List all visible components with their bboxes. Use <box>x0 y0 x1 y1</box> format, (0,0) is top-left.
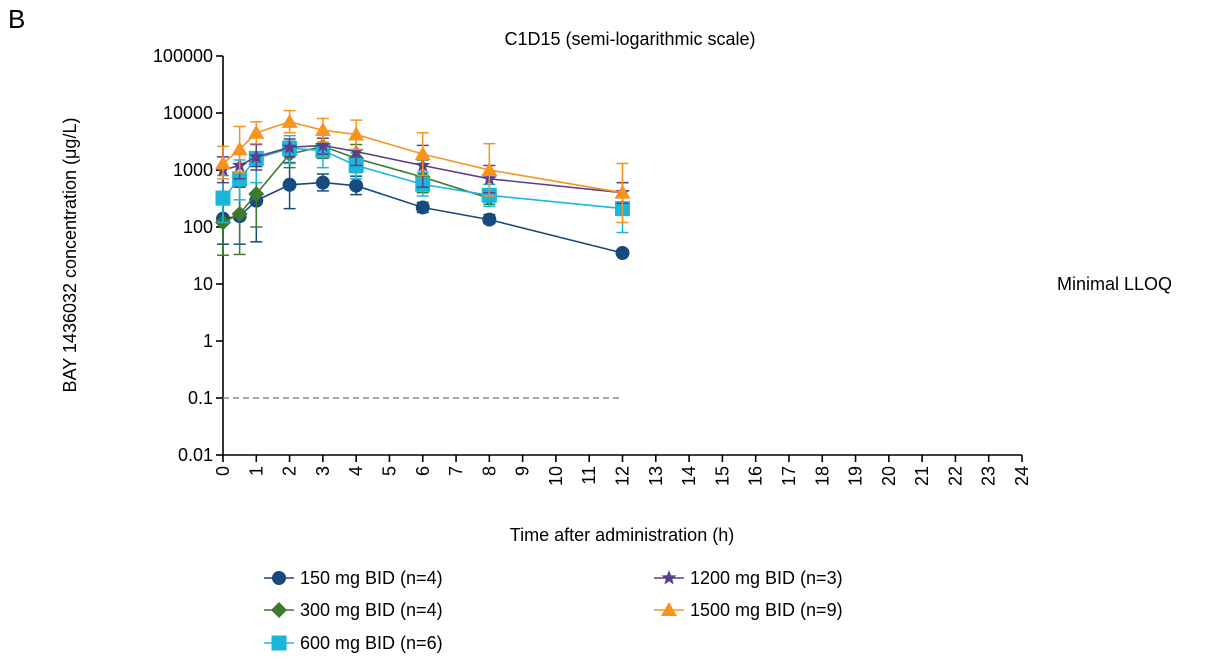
data-point <box>614 184 631 199</box>
x-tick-label: 14 <box>679 466 699 486</box>
x-tick-label: 15 <box>712 466 732 486</box>
legend-label: 300 mg BID (n=4) <box>300 600 443 620</box>
y-tick-label: 100000 <box>153 46 213 66</box>
data-point <box>231 141 248 156</box>
x-tick-label: 24 <box>1012 466 1032 486</box>
circle-marker-icon <box>264 571 294 585</box>
series-4 <box>215 109 631 224</box>
x-tick-label: 21 <box>912 466 932 486</box>
legend-label: 1500 mg BID (n=9) <box>690 600 843 620</box>
data-point <box>414 146 431 161</box>
legend-marker <box>271 602 287 618</box>
data-point <box>231 205 248 222</box>
x-tick-label: 18 <box>812 466 832 486</box>
x-tick-label: 17 <box>779 466 799 486</box>
x-axis-label: Time after administration (h) <box>510 525 734 545</box>
x-tick-label: 6 <box>413 466 433 476</box>
panel-letter: B <box>8 4 26 34</box>
x-tick-label: 19 <box>846 466 866 486</box>
data-point <box>315 175 330 190</box>
data-point <box>481 162 498 176</box>
legend-label: 150 mg BID (n=4) <box>300 568 443 588</box>
x-tick-label: 3 <box>313 466 333 476</box>
data-point <box>281 113 298 128</box>
star-marker-icon <box>654 570 684 585</box>
data-point <box>215 190 231 206</box>
y-tick-label: 100 <box>183 217 213 237</box>
square-marker-icon <box>264 635 294 651</box>
x-tick-label: 4 <box>346 466 366 476</box>
x-tick-label: 20 <box>879 466 899 486</box>
x-tick-label: 8 <box>479 466 499 476</box>
x-tick-label: 13 <box>646 466 666 486</box>
chart-title: C1D15 (semi-logarithmic scale) <box>504 29 755 49</box>
data-point <box>482 212 497 227</box>
y-tick-label: 10 <box>193 274 213 294</box>
x-tick-label: 23 <box>979 466 999 486</box>
data-point <box>248 148 264 164</box>
x-tick-label: 10 <box>546 466 566 486</box>
x-tick-label: 11 <box>579 466 599 485</box>
y-tick-label: 10000 <box>163 103 213 123</box>
data-point <box>348 126 365 141</box>
data-point <box>282 177 297 192</box>
x-tick-label: 7 <box>446 466 466 476</box>
x-tick-label: 16 <box>746 466 766 486</box>
data-point <box>349 178 364 193</box>
x-tick-label: 22 <box>945 466 965 486</box>
legend-label: 600 mg BID (n=6) <box>300 633 443 653</box>
data-point <box>215 155 231 170</box>
diamond-marker-icon <box>264 602 294 618</box>
data-point <box>248 185 265 202</box>
data-point <box>248 124 265 139</box>
data-point <box>415 200 430 215</box>
triangle-marker-icon <box>654 602 684 616</box>
x-tick-label: 0 <box>213 466 233 476</box>
legend-label: 1200 mg BID (n=3) <box>690 568 843 588</box>
legend-marker <box>272 571 286 585</box>
x-tick-label: 9 <box>513 466 533 476</box>
y-tick-label: 0.01 <box>178 445 213 465</box>
data-point <box>615 245 630 260</box>
x-tick-label: 1 <box>246 466 266 476</box>
y-axis-label: BAY 1436032 concentration (μg/L) <box>60 118 80 393</box>
legend-marker <box>661 602 677 616</box>
y-tick-label: 0.1 <box>188 388 213 408</box>
y-tick-label: 1000 <box>173 160 213 180</box>
legend-marker <box>271 635 287 651</box>
lloq-label: Minimal LLOQ <box>1057 274 1173 294</box>
x-tick-label: 2 <box>280 466 300 476</box>
x-tick-label: 5 <box>379 466 399 476</box>
data-point <box>281 139 298 154</box>
y-tick-label: 1 <box>203 331 213 351</box>
data-point <box>315 137 331 152</box>
legend-marker <box>661 570 677 585</box>
data-point <box>314 122 331 137</box>
x-tick-label: 12 <box>613 466 633 486</box>
data-point <box>348 143 364 159</box>
